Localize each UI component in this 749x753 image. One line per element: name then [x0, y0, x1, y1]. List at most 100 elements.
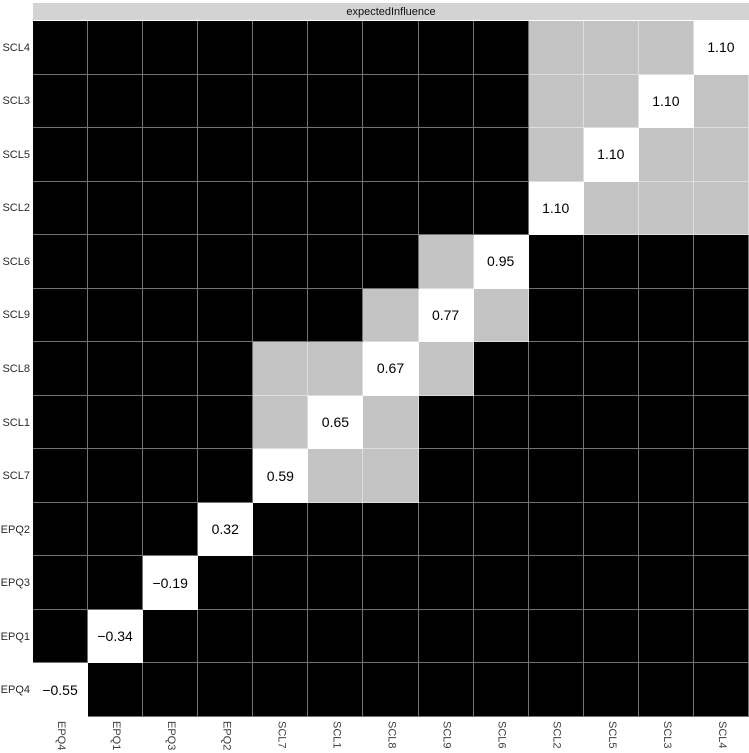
heatmap-cell: [693, 235, 749, 289]
heatmap-cell: [583, 288, 639, 343]
heatmap-cell: [88, 21, 144, 75]
heatmap-cell: [418, 342, 474, 396]
heatmap-diagonal-cell: 0.65: [308, 395, 364, 450]
heatmap-cell: [198, 181, 254, 236]
heatmap-cell: [528, 235, 584, 289]
heatmap-cell: [363, 128, 419, 182]
heatmap-cell: [363, 556, 419, 610]
cell-value: 0.32: [211, 521, 239, 538]
heatmap-cell: [363, 288, 419, 343]
heatmap-cell: [363, 663, 419, 717]
heatmap-cell: [143, 395, 199, 450]
heatmap-cell: [528, 609, 584, 664]
heatmap-cell: [638, 449, 694, 503]
heatmap-cell: [88, 556, 144, 610]
x-axis-label: SCL7: [253, 717, 308, 753]
heatmap-cell: [693, 556, 749, 610]
x-axis-label-text: SCL6: [495, 721, 508, 749]
heatmap-cell: [693, 128, 749, 182]
heatmap-diagonal-cell: 1.10: [693, 21, 749, 75]
heatmap-cell: [253, 556, 309, 610]
heatmap-cell: [473, 288, 529, 343]
heatmap-cell: [88, 342, 144, 396]
heatmap-cell: [143, 74, 199, 129]
heatmap-cell: [308, 181, 364, 236]
heatmap-diagonal-cell: −0.55: [33, 663, 89, 717]
x-axis-label: SCL1: [308, 717, 363, 753]
cell-value: 1.10: [652, 92, 680, 109]
heatmap-cell: [198, 288, 254, 343]
heatmap-cell: [693, 502, 749, 557]
heatmap-cell: [33, 74, 89, 129]
heatmap-cell: [33, 502, 89, 557]
heatmap-cell: [253, 342, 309, 396]
x-axis-label: EPQ1: [88, 717, 143, 753]
heatmap-cell: [88, 181, 144, 236]
heatmap-cell: [473, 556, 529, 610]
heatmap-cell: [473, 74, 529, 129]
heatmap-cell: [143, 502, 199, 557]
y-axis-label: SCL6: [2, 255, 30, 268]
heatmap-cell: [418, 502, 474, 557]
heatmap-cell: [418, 74, 474, 129]
heatmap-cell: [198, 449, 254, 503]
heatmap-cell: [88, 449, 144, 503]
x-axis-label: EPQ2: [198, 717, 253, 753]
heatmap-cell: [638, 235, 694, 289]
heatmap-cell: [308, 663, 364, 717]
heatmap-cell: [143, 342, 199, 396]
heatmap-cell: [473, 609, 529, 664]
heatmap-cell: [693, 74, 749, 129]
heatmap-cell: [88, 395, 144, 450]
heatmap-diagonal-cell: 1.10: [528, 181, 584, 236]
heatmap-diagonal-cell: 0.95: [473, 235, 529, 289]
heatmap-cell: [253, 609, 309, 664]
heatmap-cell: [33, 342, 89, 396]
heatmap-cell: [638, 288, 694, 343]
cell-value: 0.77: [431, 306, 460, 323]
heatmap-cell: [308, 74, 364, 129]
cell-value: 0.59: [266, 467, 294, 484]
x-axis-label-text: SCL2: [550, 721, 563, 749]
x-axis-label-text: SCL7: [275, 721, 288, 749]
facet-strip: expectedInfluence: [33, 3, 749, 20]
heatmap-cell: [143, 663, 199, 717]
x-axis-label-text: EPQ1: [110, 721, 123, 751]
heatmap-cell: [253, 128, 309, 182]
x-axis-label: SCL2: [529, 717, 584, 753]
chart-title: expectedInfluence: [346, 5, 436, 18]
cell-value: 1.10: [542, 199, 570, 216]
x-axis-label-text: SCL4: [715, 721, 728, 749]
heatmap-cell: [473, 395, 529, 450]
heatmap-cell: [33, 288, 89, 343]
heatmap-cell: [528, 663, 584, 717]
heatmap-cell: [253, 235, 309, 289]
heatmap-cell: [198, 663, 254, 717]
heatmap-cell: [143, 288, 199, 343]
heatmap-diagonal-cell: −0.19: [143, 556, 199, 610]
x-axis-label-text: SCL9: [440, 721, 453, 749]
heatmap-cell: [198, 342, 254, 396]
cell-value: −0.55: [42, 681, 78, 698]
heatmap-cell: [308, 21, 364, 75]
heatmap-cell: [693, 449, 749, 503]
heatmap-cell: [528, 556, 584, 610]
y-axis-label: SCL9: [2, 309, 30, 322]
y-axis-label: SCL3: [2, 95, 30, 108]
heatmap-cell: [583, 74, 639, 129]
heatmap-cell: [308, 609, 364, 664]
heatmap-cell: [143, 21, 199, 75]
heatmap-cell: [198, 128, 254, 182]
y-axis-label: EPQ3: [0, 577, 30, 590]
heatmap-cell: [528, 502, 584, 557]
heatmap-cell: [638, 556, 694, 610]
heatmap-diagonal-cell: −0.34: [88, 609, 144, 664]
heatmap-cell: [638, 395, 694, 450]
heatmap-cell: [33, 128, 89, 182]
heatmap-cell: [143, 609, 199, 664]
heatmap-cell: [418, 181, 474, 236]
heatmap-cell: [33, 609, 89, 664]
heatmap-cell: [473, 502, 529, 557]
heatmap-cell: [253, 74, 309, 129]
